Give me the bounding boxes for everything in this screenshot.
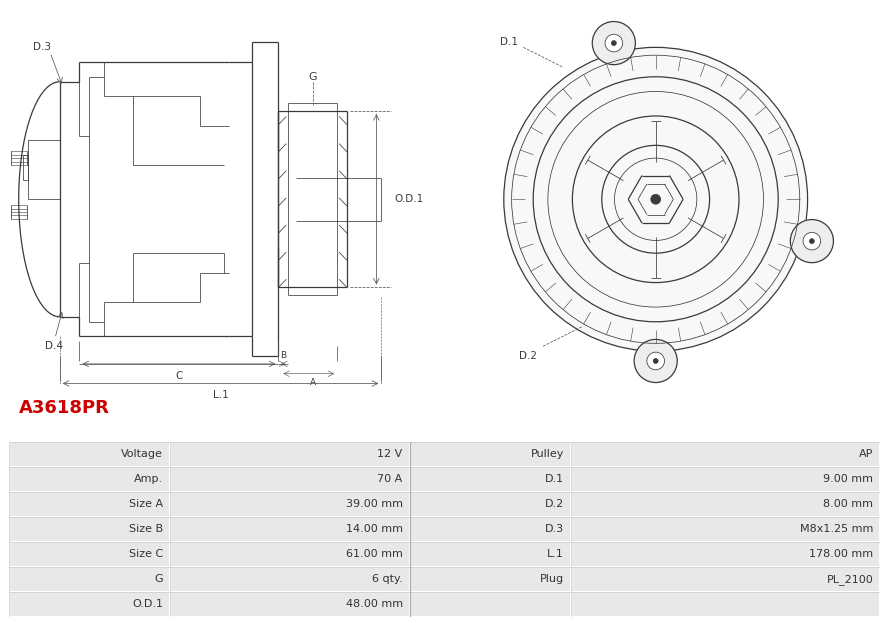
- Text: G: G: [308, 72, 317, 82]
- Circle shape: [803, 232, 821, 250]
- Text: D.3: D.3: [33, 42, 52, 52]
- Bar: [28, 140, 60, 199]
- Text: D.4: D.4: [45, 341, 63, 351]
- Circle shape: [647, 352, 664, 370]
- Text: L.1: L.1: [212, 390, 228, 400]
- Text: D.1: D.1: [500, 37, 517, 47]
- Bar: [411, 442, 570, 466]
- Text: D.1: D.1: [545, 474, 564, 484]
- Text: Size A: Size A: [129, 499, 163, 509]
- Text: O.D.1: O.D.1: [132, 599, 163, 609]
- Bar: [572, 542, 879, 566]
- Bar: [411, 592, 570, 616]
- Bar: [171, 567, 409, 591]
- Bar: [10, 467, 169, 491]
- Text: L.1: L.1: [547, 549, 564, 559]
- Bar: [171, 542, 409, 566]
- Circle shape: [504, 47, 807, 351]
- Text: D.2: D.2: [545, 499, 564, 509]
- Text: D.2: D.2: [519, 351, 537, 361]
- Bar: [411, 567, 570, 591]
- Text: Size C: Size C: [129, 549, 163, 559]
- Text: AP: AP: [859, 449, 873, 459]
- Bar: [411, 542, 570, 566]
- Circle shape: [809, 239, 814, 244]
- Text: 14.00 mm: 14.00 mm: [346, 524, 403, 535]
- Text: G: G: [155, 574, 163, 584]
- Bar: [411, 492, 570, 516]
- Circle shape: [651, 194, 661, 204]
- Bar: [10, 492, 169, 516]
- Circle shape: [592, 22, 636, 65]
- Bar: [10, 542, 169, 566]
- Text: 70 A: 70 A: [378, 474, 403, 484]
- Bar: [572, 492, 879, 516]
- Bar: [171, 517, 409, 541]
- Bar: [10, 442, 169, 466]
- Text: A3618PR: A3618PR: [20, 399, 110, 417]
- Text: 6 qty.: 6 qty.: [372, 574, 403, 584]
- Text: Amp.: Amp.: [134, 474, 163, 484]
- Bar: [411, 517, 570, 541]
- Text: PL_2100: PL_2100: [827, 574, 873, 585]
- Text: 178.00 mm: 178.00 mm: [809, 549, 873, 559]
- Text: 39.00 mm: 39.00 mm: [346, 499, 403, 509]
- Bar: [10, 567, 169, 591]
- Text: Plug: Plug: [540, 574, 564, 584]
- Text: Voltage: Voltage: [121, 449, 163, 459]
- Text: 12 V: 12 V: [378, 449, 403, 459]
- Text: A: A: [309, 378, 316, 387]
- Bar: [22, 155, 28, 179]
- Circle shape: [634, 340, 677, 383]
- Bar: [572, 567, 879, 591]
- Text: D.3: D.3: [545, 524, 564, 535]
- Text: Pulley: Pulley: [531, 449, 564, 459]
- Bar: [171, 492, 409, 516]
- Circle shape: [653, 358, 658, 363]
- Circle shape: [790, 219, 834, 263]
- Bar: [171, 442, 409, 466]
- Bar: [10, 592, 169, 616]
- Circle shape: [612, 40, 616, 45]
- Circle shape: [605, 34, 622, 52]
- Text: 61.00 mm: 61.00 mm: [346, 549, 403, 559]
- Bar: [572, 442, 879, 466]
- Text: 48.00 mm: 48.00 mm: [346, 599, 403, 609]
- Text: Size B: Size B: [129, 524, 163, 535]
- Bar: [10, 517, 169, 541]
- Text: O.D.1: O.D.1: [394, 194, 423, 204]
- Bar: [572, 467, 879, 491]
- Text: B: B: [280, 351, 286, 359]
- Text: 9.00 mm: 9.00 mm: [823, 474, 873, 484]
- Bar: [572, 517, 879, 541]
- Bar: [171, 467, 409, 491]
- Bar: [171, 592, 409, 616]
- Text: C: C: [175, 371, 182, 381]
- Text: 8.00 mm: 8.00 mm: [823, 499, 873, 509]
- Bar: [411, 467, 570, 491]
- Bar: [572, 592, 879, 616]
- Text: M8x1.25 mm: M8x1.25 mm: [800, 524, 873, 535]
